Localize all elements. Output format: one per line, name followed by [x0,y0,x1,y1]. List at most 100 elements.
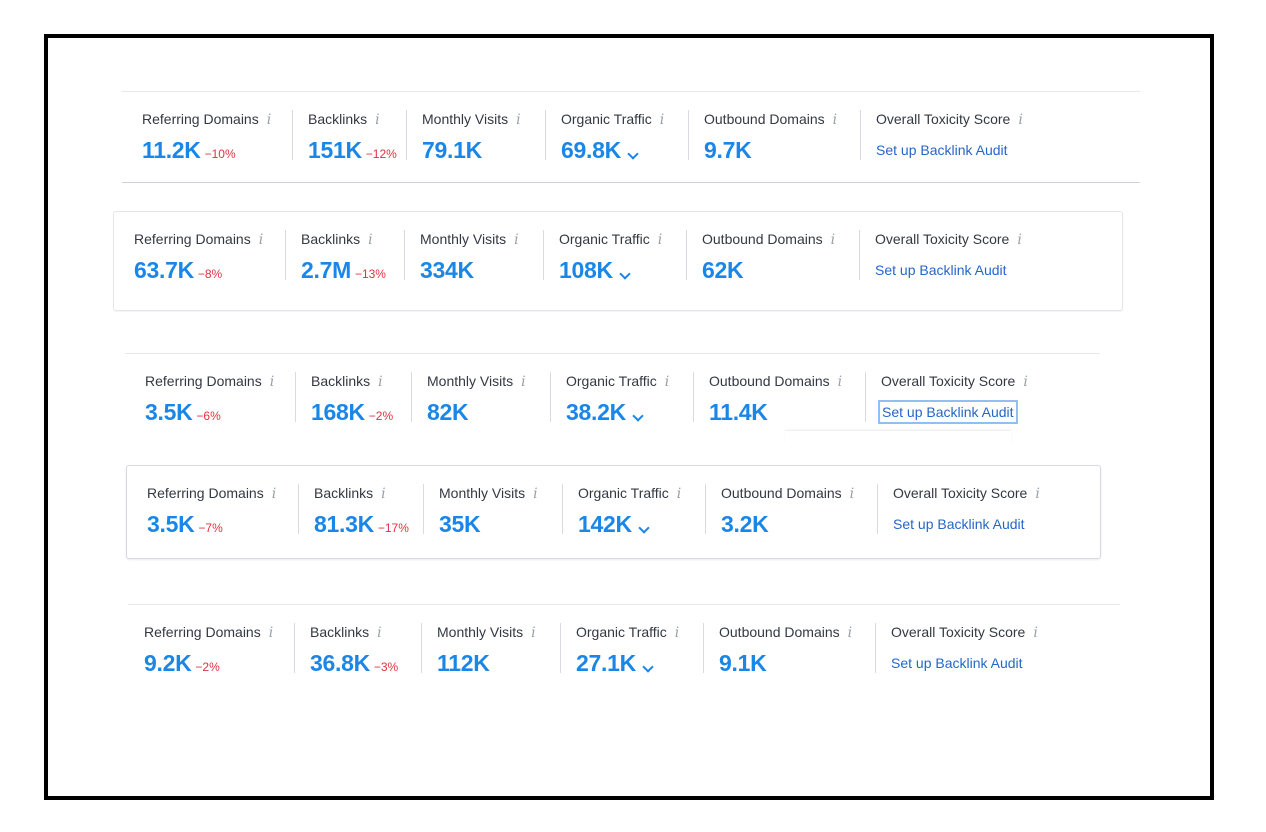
chevron-down-icon[interactable] [619,268,631,280]
info-icon[interactable]: i [1033,625,1038,641]
organic-traffic-value[interactable]: 142K [578,511,632,537]
metric-label-text: Overall Toxicity Score [875,231,1010,247]
info-icon[interactable]: i [1023,374,1028,390]
referring-domains-label: Referring Domains i [145,372,274,391]
metric-label-text: Monthly Visits [439,485,526,501]
info-icon[interactable]: i [847,625,853,641]
info-icon[interactable]: i [368,232,373,248]
setup-backlink-audit-link[interactable]: Set up Backlink Audit [891,655,1023,671]
outbound-domains-value-row: 11.4K [709,399,842,425]
overall-toxicity-score-metric: Overall Toxicity Score i Set up Backlink A… [860,110,1023,170]
outbound-domains-metric: Outbound Domains i 9.1K [702,623,853,683]
metric-label-text: Monthly Visits [427,373,514,389]
referring-domains-delta: −10% [204,147,236,161]
organic-traffic-label: Organic Traffic i [566,372,669,391]
referring-domains-value: 3.5K [145,399,193,425]
backlinks-label: Backlinks i [311,372,393,391]
monthly-visits-metric: Monthly Visits i 35K [423,484,538,544]
info-icon[interactable]: i [664,374,670,390]
info-icon[interactable]: i [657,232,663,248]
backlinks-metric: Backlinks i 151K −12% [292,110,397,170]
outbound-domains-value: 62K [702,257,744,283]
info-icon[interactable]: i [832,112,838,128]
metric-label-text: Referring Domains [134,231,251,247]
referring-domains-value-row: 9.2K −2% [144,650,273,676]
backlinks-value: 81.3K [314,511,374,537]
backlinks-label: Backlinks i [314,484,409,503]
info-icon[interactable]: i [375,112,380,128]
info-icon[interactable]: i [266,112,272,128]
chevron-down-icon[interactable] [627,148,639,160]
organic-traffic-value[interactable]: 69.8K [561,137,621,163]
overall-toxicity-score-label: Overall Toxicity Score i [881,372,1028,391]
info-icon[interactable]: i [514,232,519,248]
outbound-domains-value-row: 9.1K [719,650,852,676]
organic-traffic-value[interactable]: 27.1K [576,650,636,676]
overall-toxicity-score-label: Overall Toxicity Score i [875,230,1022,249]
monthly-visits-metric: Monthly Visits i 334K [404,230,519,290]
organic-traffic-value[interactable]: 108K [559,257,613,283]
outbound-domains-label: Outbound Domains i [702,230,835,249]
metric-label-text: Organic Traffic [561,111,652,127]
referring-domains-value: 11.2K [142,137,201,163]
info-icon[interactable]: i [1018,112,1023,128]
referring-domains-delta: −2% [195,660,220,674]
referring-domains-metric: Referring Domains i 63.7K −8% [134,230,263,290]
info-icon[interactable]: i [258,232,264,248]
metric-label-text: Outbound Domains [721,485,842,501]
chevron-down-icon[interactable] [638,522,650,534]
organic-traffic-metric: Organic Traffic i 27.1K [559,623,680,683]
info-icon[interactable]: i [1035,486,1040,502]
outbound-domains-value-row: 9.7K [704,137,837,163]
info-icon[interactable]: i [516,112,521,128]
outbound-domains-metric: Outbound Domains i 9.7K [687,110,838,170]
chevron-down-icon[interactable] [642,661,654,673]
monthly-visits-value-row: 35K [439,511,538,537]
overall-toxicity-score-metric: Overall Toxicity Score i Set up Backlink A… [875,623,1038,683]
organic-traffic-metric: Organic Traffic i 38.2K [549,372,669,432]
referring-domains-value: 63.7K [134,257,194,283]
referring-domains-value-row: 3.5K −6% [145,399,274,425]
info-icon[interactable]: i [533,486,538,502]
backlinks-value: 2.7M [301,257,351,283]
info-icon[interactable]: i [837,374,843,390]
info-icon[interactable]: i [1017,232,1022,248]
info-icon[interactable]: i [271,486,277,502]
setup-backlink-audit-link[interactable]: Set up Backlink Audit [878,400,1018,424]
outbound-domains-value: 9.1K [719,650,767,676]
outbound-domains-label: Outbound Domains i [709,372,842,391]
referring-domains-label: Referring Domains i [142,110,271,129]
referring-domains-metric: Referring Domains i 3.5K −7% [147,484,276,544]
metric-label-text: Monthly Visits [437,624,524,640]
info-icon[interactable]: i [269,374,275,390]
setup-backlink-audit-link[interactable]: Set up Backlink Audit [875,262,1007,278]
chevron-down-icon[interactable] [632,410,644,422]
organic-traffic-value[interactable]: 38.2K [566,399,626,425]
info-icon[interactable]: i [659,112,665,128]
info-icon[interactable]: i [849,486,855,502]
organic-traffic-value-row: 142K [578,511,681,537]
info-icon[interactable]: i [378,374,383,390]
info-icon[interactable]: i [377,625,382,641]
monthly-visits-metric: Monthly Visits i 112K [421,623,536,683]
info-icon[interactable]: i [676,486,682,502]
info-icon[interactable]: i [381,486,386,502]
monthly-visits-value-row: 82K [427,399,526,425]
backlinks-value-row: 2.7M −13% [301,257,386,283]
monthly-visits-value: 334K [420,257,474,283]
setup-backlink-audit-link[interactable]: Set up Backlink Audit [893,516,1025,532]
info-icon[interactable]: i [521,374,526,390]
metric-label-text: Outbound Domains [719,624,840,640]
info-icon[interactable]: i [531,625,536,641]
overall-toxicity-score-metric: Overall Toxicity Score i Set up Backlink A… [859,230,1022,290]
backlinks-delta: −3% [373,660,399,674]
organic-traffic-label: Organic Traffic i [559,230,662,249]
monthly-visits-value: 112K [437,650,490,676]
overall-toxicity-score-metric: Overall Toxicity Score i Set up Backlink A… [877,484,1040,544]
info-icon[interactable]: i [830,232,836,248]
metric-label-text: Overall Toxicity Score [891,624,1026,640]
metric-label-text: Outbound Domains [709,373,830,389]
info-icon[interactable]: i [674,625,680,641]
setup-backlink-audit-link[interactable]: Set up Backlink Audit [876,142,1008,158]
info-icon[interactable]: i [268,625,274,641]
